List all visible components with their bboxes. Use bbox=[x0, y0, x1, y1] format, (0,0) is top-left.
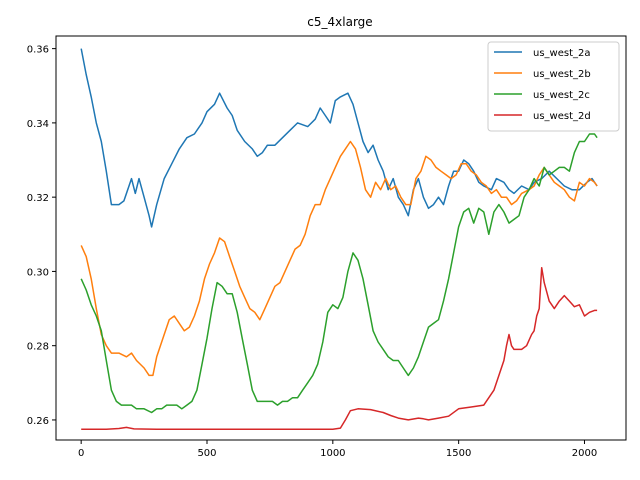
chart-title: c5_4xlarge bbox=[307, 15, 372, 29]
series-layer bbox=[80, 48, 598, 430]
x-tick-label: 0 bbox=[78, 448, 84, 459]
y-tick-label: 0.28 bbox=[27, 342, 49, 353]
legend: us_west_2a us_west_2b us_west_2c us_west_2d bbox=[487, 41, 620, 132]
legend-label: us_west_2d bbox=[533, 111, 591, 122]
legend-label: us_west_2a bbox=[533, 48, 591, 59]
legend-box bbox=[487, 41, 620, 132]
x-tick-label: 1500 bbox=[446, 448, 471, 459]
y-tick-label: 0.30 bbox=[27, 267, 49, 278]
series-line-us_west_2d bbox=[81, 266, 598, 430]
y-axis: 0.26 0.28 0.30 0.32 0.34 0.36 bbox=[27, 45, 56, 427]
y-tick-label: 0.34 bbox=[27, 119, 49, 130]
y-tick-label: 0.32 bbox=[27, 193, 49, 204]
x-tick-label: 1000 bbox=[320, 448, 345, 459]
legend-label: us_west_2c bbox=[533, 90, 590, 101]
x-tick-label: 500 bbox=[197, 448, 216, 459]
x-axis: 0 500 1000 1500 2000 bbox=[78, 440, 597, 459]
series-line-us_west_2b bbox=[80, 140, 598, 377]
plot-frame bbox=[55, 35, 627, 441]
x-tick-label: 2000 bbox=[572, 448, 597, 459]
y-tick-label: 0.26 bbox=[27, 416, 49, 427]
series-line-us_west_2a bbox=[80, 48, 598, 228]
series-line-us_west_2c bbox=[80, 133, 598, 414]
y-tick-label: 0.36 bbox=[27, 45, 49, 56]
legend-label: us_west_2b bbox=[533, 69, 591, 80]
